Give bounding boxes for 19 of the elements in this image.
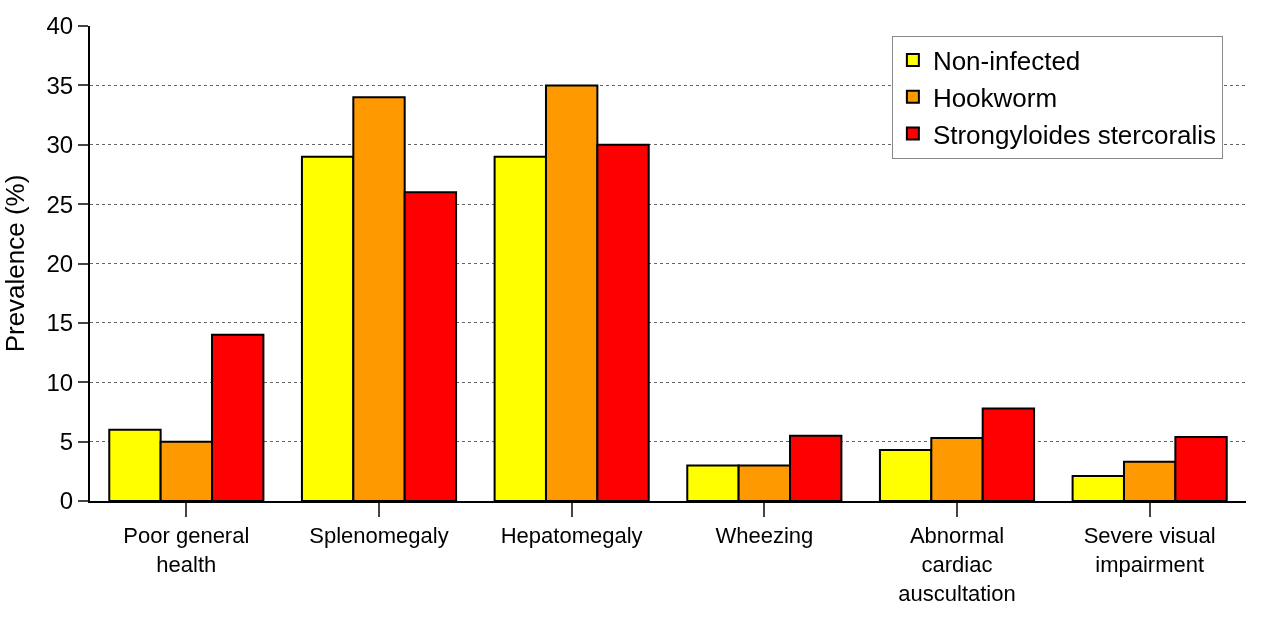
y-tick-label: 35 <box>46 71 74 99</box>
y-tick-label: 5 <box>59 428 74 456</box>
y-tick-label: 30 <box>46 131 74 159</box>
y-tick-label: 0 <box>59 487 74 515</box>
legend-label: Hookworm <box>932 82 1058 113</box>
y-tick-label: 20 <box>46 249 74 277</box>
x-tick-label: Wheezing <box>715 523 814 549</box>
x-tick-label: Hepatomegaly <box>500 523 643 549</box>
x-tick-label: Abnormal cardiac auscultation <box>898 523 1016 606</box>
legend-label: Non-infected <box>932 46 1081 77</box>
y-tick-label: 40 <box>46 12 74 40</box>
x-tick-label: Severe visual impairment <box>1083 523 1216 577</box>
x-tick-label: Poor general health <box>123 523 250 577</box>
legend-label: Strongyloides stercoralis <box>932 119 1217 150</box>
x-tick-label: Splenomegaly <box>309 523 449 549</box>
y-tick-label: 10 <box>46 368 74 396</box>
y-axis-title: Prevalence (%) <box>0 174 30 353</box>
y-tick-label: 15 <box>46 309 74 337</box>
y-tick-label: 25 <box>46 190 74 218</box>
